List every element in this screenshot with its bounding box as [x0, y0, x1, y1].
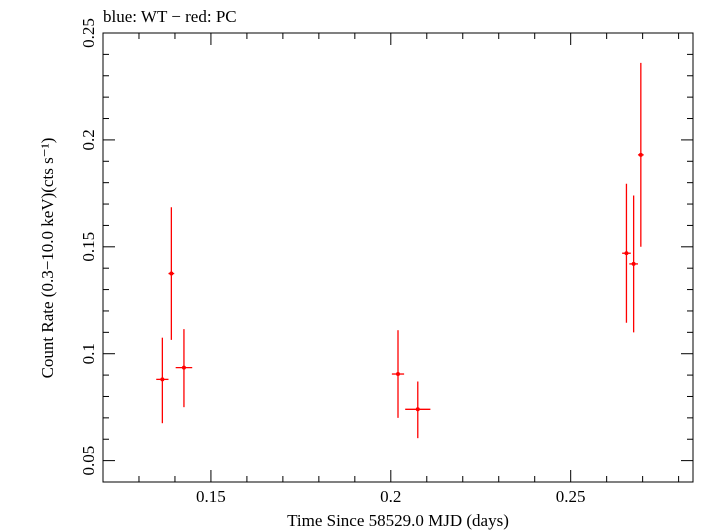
data-points — [156, 62, 644, 439]
x-tick-label: 0.2 — [380, 487, 401, 506]
data-marker — [396, 372, 400, 377]
data-point — [391, 330, 405, 418]
data-point — [637, 62, 644, 247]
data-point — [405, 381, 431, 439]
data-marker — [624, 251, 629, 256]
chart-title: blue: WT − red: PC — [103, 7, 237, 26]
data-point — [629, 195, 638, 333]
data-marker — [181, 365, 186, 370]
data-marker — [169, 271, 174, 276]
plot-frame — [102, 32, 694, 483]
y-axis-label: Count Rate (0.3−10.0 keV)(cts s⁻¹) — [38, 138, 57, 379]
data-point — [168, 207, 175, 340]
data-point — [622, 183, 631, 323]
y-tick-label: 0.2 — [79, 129, 98, 150]
x-axis-ticks: 0.15 0.2 0.25 — [102, 33, 680, 506]
y-tick-label: 0.25 — [79, 18, 98, 48]
data-marker — [638, 152, 643, 157]
x-tick-label: 0.25 — [556, 487, 586, 506]
x-axis-label: Time Since 58529.0 MJD (days) — [287, 511, 509, 530]
data-point — [156, 337, 169, 424]
y-axis-ticks: 0.05 0.1 0.15 0.2 0.25 — [79, 18, 693, 483]
y-tick-label: 0.1 — [79, 343, 98, 364]
data-point — [175, 329, 193, 408]
data-marker — [160, 377, 165, 382]
y-tick-label: 0.05 — [79, 446, 98, 476]
data-marker — [415, 407, 420, 412]
y-tick-label: 0.15 — [79, 232, 98, 262]
data-marker — [631, 261, 636, 266]
x-tick-label: 0.15 — [196, 487, 226, 506]
